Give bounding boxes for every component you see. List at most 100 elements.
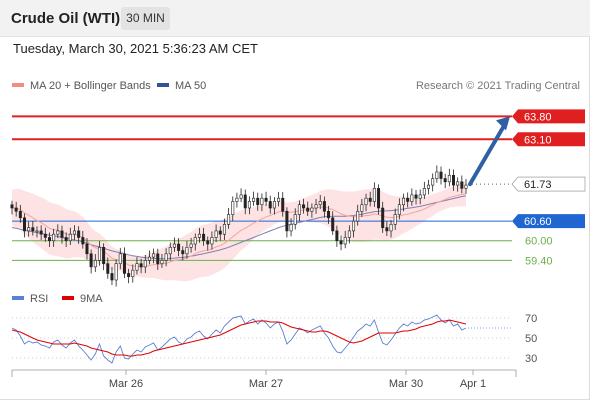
candle-body — [189, 243, 193, 248]
candle-body — [152, 253, 156, 258]
candle-body — [22, 217, 26, 232]
candle-body — [27, 227, 31, 232]
candle-body — [372, 188, 376, 202]
candle-body — [177, 243, 181, 251]
candle-body — [464, 184, 468, 189]
candle-body — [77, 230, 81, 238]
level-tag — [512, 214, 585, 229]
candle-body — [352, 220, 356, 232]
candle-body — [402, 197, 406, 206]
candle-body — [364, 197, 368, 206]
level-label: 59.40 — [525, 255, 553, 267]
candle-body — [72, 230, 76, 235]
forecast-arrow — [468, 120, 508, 187]
candle-body — [422, 188, 426, 196]
candle-body — [110, 273, 114, 281]
candle-body — [310, 207, 314, 212]
candle-body — [139, 263, 143, 268]
candle-body — [47, 237, 51, 242]
candle-body — [322, 201, 326, 212]
candle-body — [343, 237, 347, 245]
candle-body — [118, 253, 122, 264]
level-label: 60.00 — [525, 236, 553, 248]
rsi-line — [11, 314, 467, 364]
candle-body — [377, 188, 381, 209]
timeframe-button[interactable]: 30 MIN — [121, 7, 170, 30]
ma20-line — [12, 193, 467, 268]
candle-body — [202, 233, 206, 242]
candle-body — [122, 253, 126, 274]
candle-body — [277, 197, 281, 202]
candle-body — [239, 194, 243, 199]
rsi-swatch — [12, 296, 24, 301]
x-tick-label: Apr 1 — [460, 378, 486, 390]
candle-body — [222, 224, 226, 235]
candle-body — [389, 224, 393, 232]
candle-body — [60, 230, 64, 238]
candle-body — [397, 204, 401, 215]
candle-body — [406, 197, 410, 202]
candle-body — [172, 243, 176, 248]
candle-body — [56, 230, 60, 235]
ma50-swatch — [157, 83, 169, 88]
forecast-arrowhead — [496, 116, 510, 131]
candle-body — [356, 210, 360, 222]
candle-body — [181, 250, 185, 255]
candle-body — [81, 237, 85, 245]
copyright: Research © 2021 Trading Central — [415, 80, 580, 92]
instrument-title: Crude Oil (WTI) — [11, 10, 121, 27]
candle-body — [52, 233, 56, 242]
candle-body — [456, 181, 460, 186]
candle-body — [447, 174, 451, 183]
candle-body — [164, 253, 168, 261]
level-tag — [511, 176, 586, 192]
legend-ma50: MA 50 — [157, 80, 206, 92]
candle-body — [293, 214, 297, 225]
timestamp: Tuesday, March 30, 2021 5:36:23 AM CET — [13, 41, 258, 56]
candle-body — [410, 194, 414, 202]
level-tag — [512, 109, 585, 124]
candle-body — [43, 233, 47, 238]
level-tag — [512, 132, 585, 147]
candle-body — [360, 204, 364, 212]
candle-body — [297, 204, 301, 215]
candle-body — [452, 174, 456, 186]
candle-body — [264, 197, 268, 202]
candle-body — [247, 201, 251, 209]
candle-body — [156, 253, 160, 264]
candle-body — [335, 230, 339, 242]
candle-body — [302, 204, 306, 209]
candle-body — [427, 184, 431, 189]
candle-body — [131, 269, 135, 278]
candle-body — [289, 224, 293, 232]
candle-body — [31, 227, 35, 232]
candle-body — [64, 237, 68, 242]
candle-body — [106, 263, 110, 274]
candle-body — [97, 246, 101, 261]
candle-body — [431, 178, 435, 186]
bollinger-label: MA 20 + Bollinger Bands — [30, 80, 151, 92]
candle-body — [435, 171, 439, 179]
level-label: 63.10 — [524, 134, 552, 146]
candle-body — [206, 240, 210, 245]
rsi-label: RSI — [30, 293, 49, 305]
rsi-ma9-line — [11, 319, 467, 357]
x-tick-label: Mar 27 — [249, 378, 283, 390]
candle-body — [339, 240, 343, 245]
candle-body — [256, 197, 260, 206]
level-label: 60.60 — [524, 216, 552, 228]
candle-body — [39, 230, 43, 235]
candle-body — [197, 233, 201, 238]
candle-body — [35, 230, 39, 233]
candle-body — [314, 204, 318, 209]
candle-body — [18, 210, 22, 219]
ma9-label: 9MA — [80, 293, 103, 305]
legend-ma9: 9MA — [62, 293, 103, 305]
candle-body — [127, 273, 131, 278]
x-tick-label: Mar 30 — [389, 378, 423, 390]
candle-body — [93, 260, 97, 268]
candle-body — [89, 253, 93, 268]
candle-body — [368, 197, 372, 202]
candle-body — [460, 181, 464, 189]
ma50-label: MA 50 — [175, 80, 207, 92]
